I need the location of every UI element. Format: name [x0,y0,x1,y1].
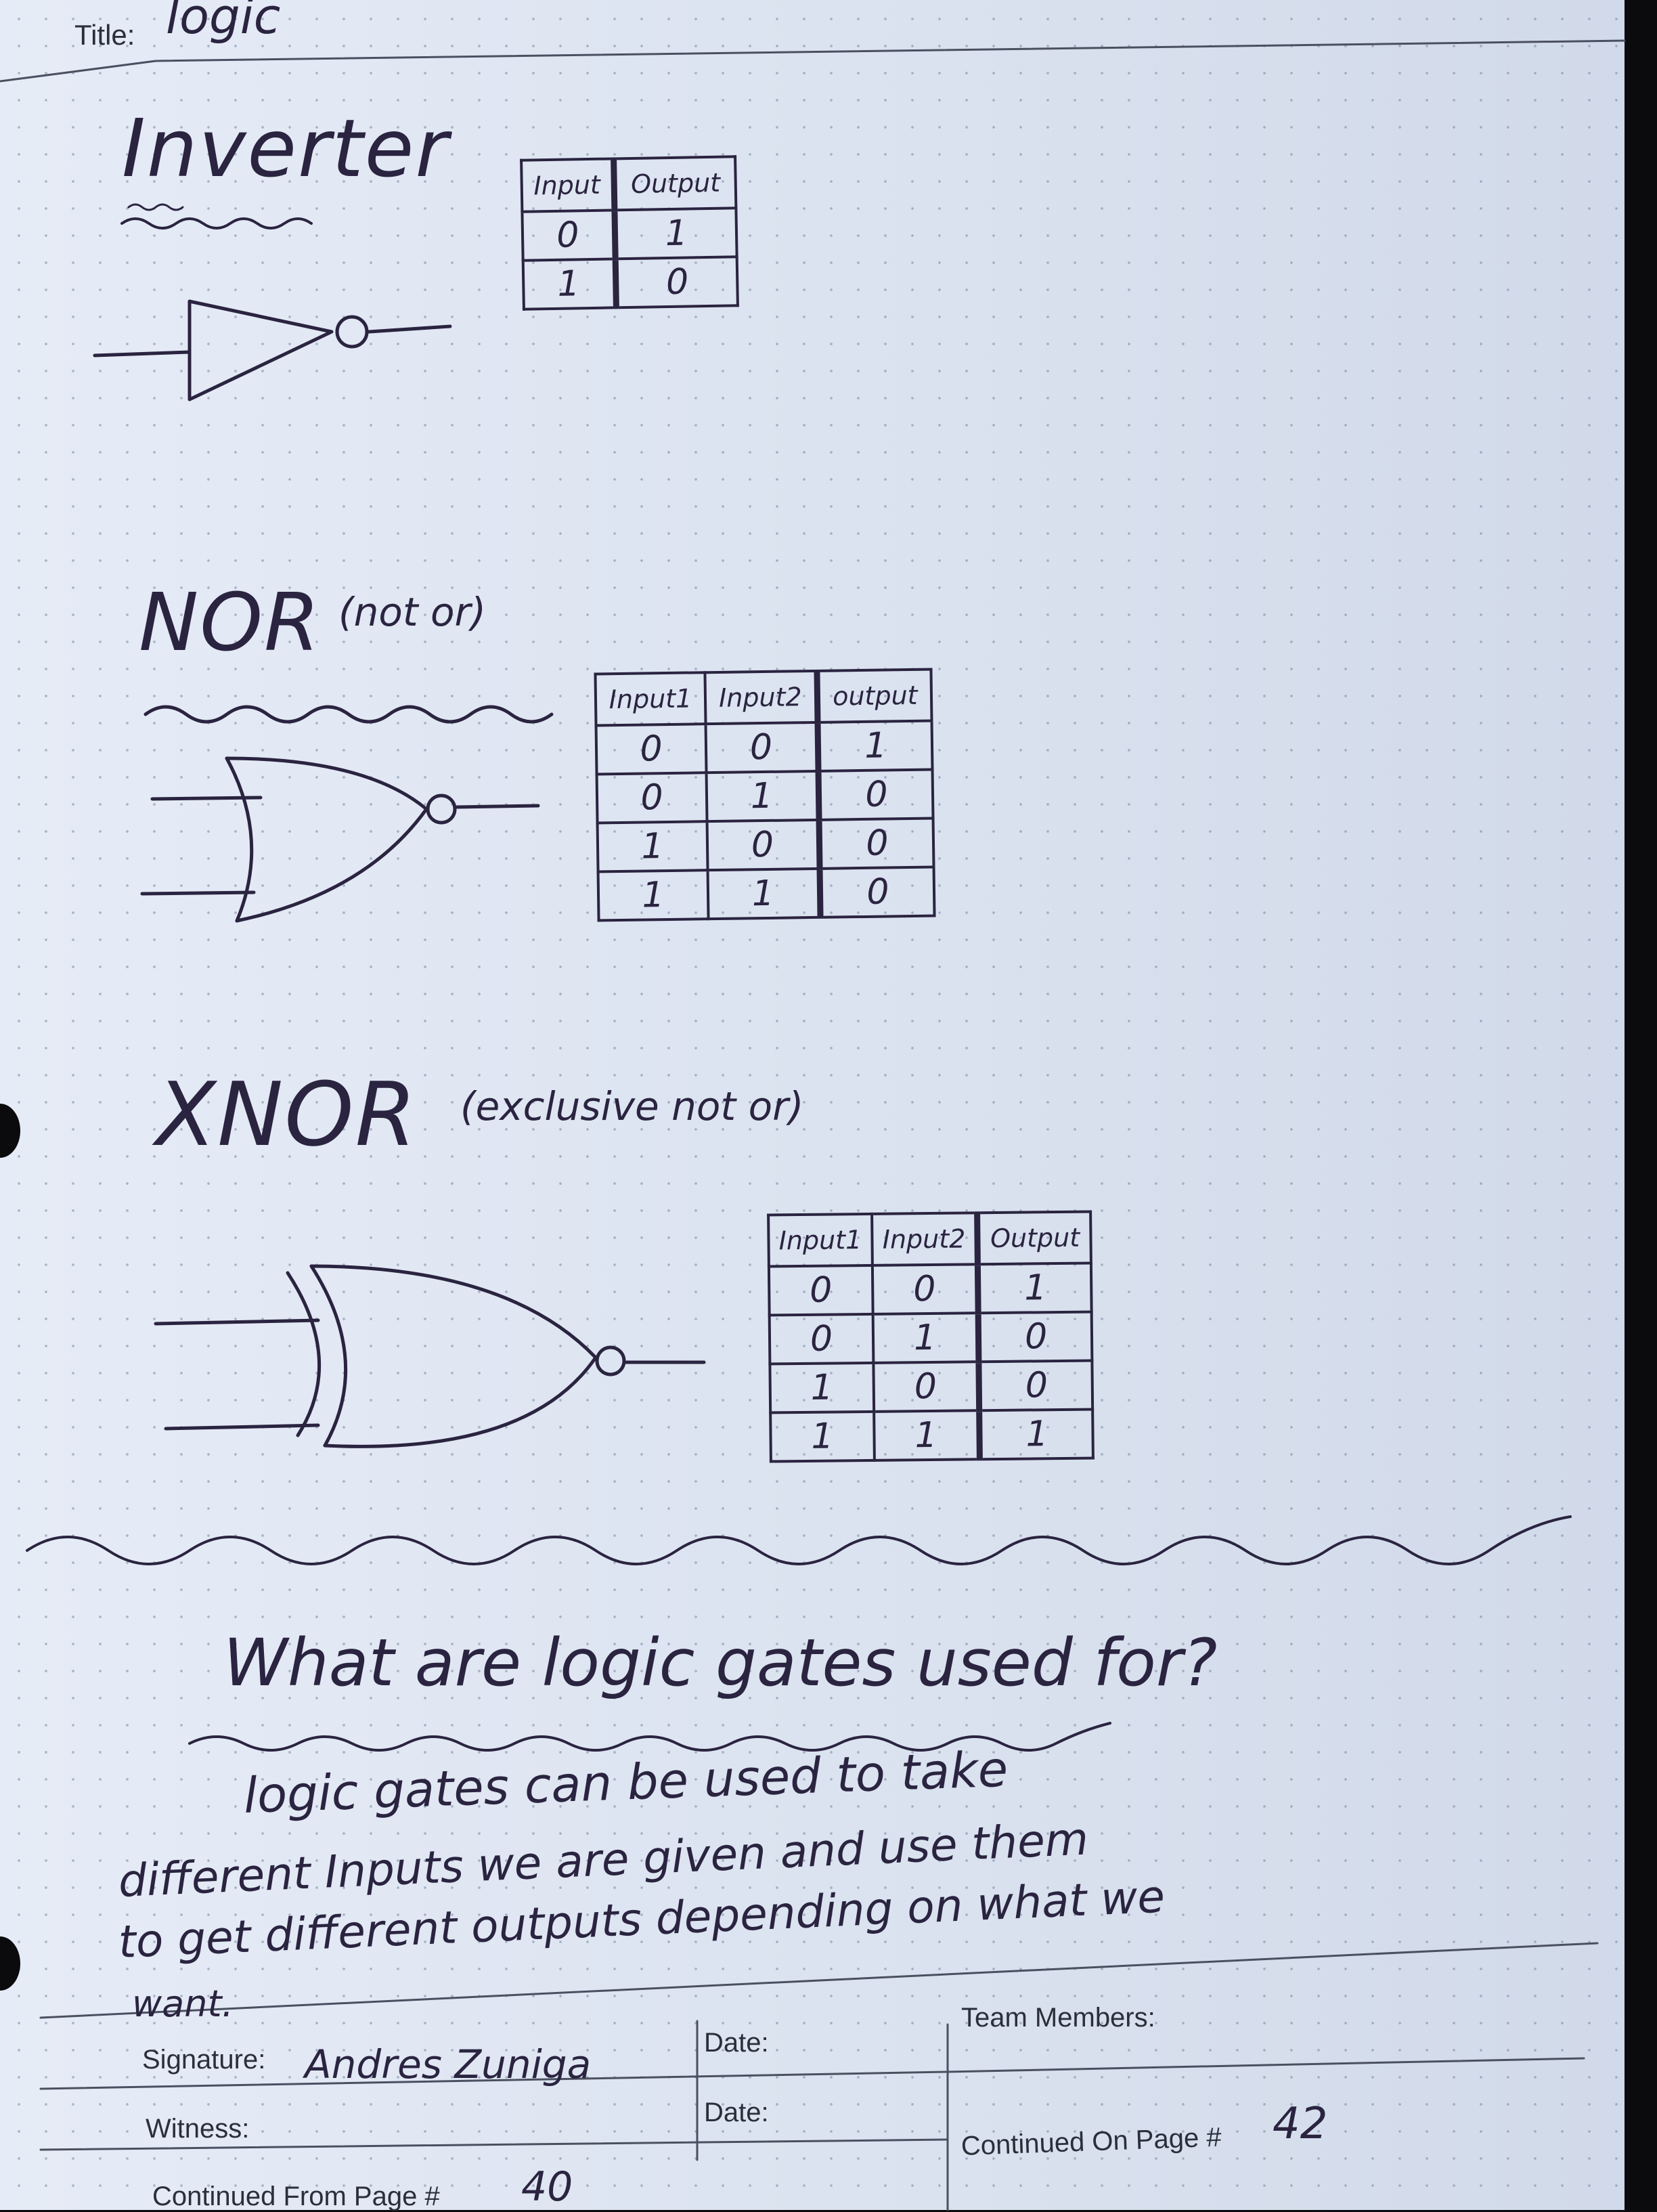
inverter-gate-symbol [93,299,452,402]
table-row: 0 1 0 [596,769,933,823]
inverter-heading: Inverter [122,102,449,195]
table-cell: 1 [598,870,709,921]
table-cell: 0 [522,210,615,261]
answer-line-4: want. [132,1982,234,2025]
table-cell: 0 [615,257,738,308]
table-cell: 0 [705,722,818,773]
continued-from-value: 40 [521,2163,573,2211]
continued-from-label: Continued From Page # [152,2182,440,2211]
table-row: 1 0 [523,257,738,309]
date-label-1: Date: [704,2028,769,2058]
table-header: Input [521,158,615,212]
table-row: 1 1 0 [598,867,935,921]
table-cell: 0 [979,1360,1093,1411]
title-value: logic [166,0,281,45]
table-header: Output [613,156,736,211]
nor-subtitle: (not or) [338,589,487,635]
team-members-label: Team Members: [961,2003,1155,2033]
table-cell: 1 [597,821,708,872]
xnor-gate-symbol [154,1264,706,1448]
table-cell: 1 [770,1362,875,1413]
signature-value: Andres Zuniga [305,2041,592,2087]
table-cell: 0 [596,724,707,775]
table-cell: 0 [707,819,820,871]
table-cell: 1 [872,1313,979,1363]
table-row: 0 1 0 [769,1311,1092,1364]
nor-truth-table: Input1 Input2 output 0 0 1 0 1 0 1 0 0 1… [594,668,935,922]
continued-on-value: 42 [1273,2099,1328,2149]
table-cell: 0 [872,1264,979,1314]
table-row: 1 1 1 [770,1409,1093,1462]
notebook-page [0,0,1625,2210]
table-row: 0 0 1 [768,1263,1092,1316]
nor-gate-symbol [140,756,540,923]
table-cell: 0 [596,773,707,823]
table-row: 0 1 [522,208,737,261]
table-header: output [816,669,932,722]
table-cell: 1 [770,1411,875,1462]
table-cell: 0 [768,1265,873,1316]
table-header: Input2 [871,1213,978,1265]
table-cell: 0 [819,867,935,917]
table-cell: 1 [614,208,737,259]
xnor-heading: XNOR [156,1063,418,1166]
table-header: Output [977,1211,1091,1265]
xnor-truth-table: Input1 Input2 Output 0 0 1 0 1 0 1 0 0 1… [767,1210,1095,1462]
table-cell: 0 [769,1314,874,1364]
table-cell: 1 [707,868,820,919]
table-header: Input1 [768,1213,872,1267]
witness-label: Witness: [146,2114,250,2144]
table-cell: 0 [818,769,933,820]
table-cell: 1 [977,1263,1092,1314]
question-heading: What are logic gates used for? [223,1625,1218,1701]
xnor-subtitle: (exclusive not or) [460,1083,804,1129]
table-header: Input2 [705,670,818,724]
table-header: Input1 [595,672,706,726]
title-label: Title: [74,19,135,51]
table-cell: 0 [818,818,934,869]
date-label-2: Date: [704,2098,769,2127]
table-cell: 1 [706,771,819,822]
table-cell: 0 [873,1362,979,1412]
table-cell: 1 [523,259,617,309]
table-row: 1 0 0 [770,1360,1093,1413]
signature-label: Signature: [142,2045,266,2075]
table-row: 0 0 1 [596,720,933,775]
table-cell: 0 [978,1311,1092,1362]
table-row: 1 0 0 [597,818,934,872]
table-cell: 1 [874,1410,980,1460]
table-cell: 1 [817,720,933,771]
table-cell: 1 [979,1409,1093,1460]
nor-heading: NOR [139,576,322,669]
inverter-truth-table: Input Output 0 1 1 0 [520,155,739,311]
